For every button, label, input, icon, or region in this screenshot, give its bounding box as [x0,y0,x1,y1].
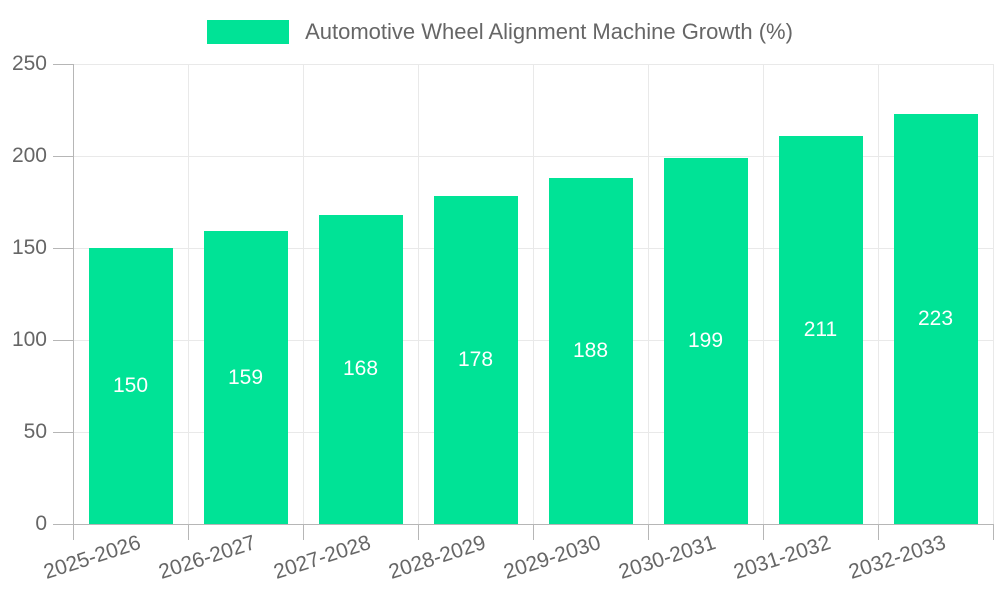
y-axis-tick-label: 250 [11,52,47,75]
bar-value-label: 211 [803,317,838,341]
bar-value-label: 199 [687,328,724,352]
y-axis-tick-label: 200 [11,144,47,167]
gridline-vertical [993,64,994,524]
bar[interactable]: 199 [663,157,748,524]
x-axis-tick [763,524,764,540]
x-axis-tick [418,524,419,540]
bar-value-label: 159 [227,365,264,389]
y-axis-tick [53,432,73,433]
x-axis-label: 2029-2030 [500,531,604,584]
y-axis-tick [53,248,73,249]
gridline-vertical [878,64,879,524]
y-axis-tick-label: 0 [35,512,47,535]
bar[interactable]: 168 [318,214,403,524]
gridline-vertical [418,64,419,524]
x-axis-tick [648,524,649,540]
gridline-vertical [188,64,189,524]
x-axis-label: 2030-2031 [615,531,719,584]
bar-value-label: 188 [572,339,609,363]
gridline-vertical [533,64,534,524]
y-axis-tick-label: 150 [11,236,47,259]
x-axis-tick [993,524,994,540]
y-axis-tick [53,156,73,157]
bar[interactable]: 150 [88,248,173,524]
x-axis-tick [303,524,304,540]
legend-marker-icon [207,20,290,44]
bar[interactable]: 211 [778,135,863,524]
x-axis-label: 2031-2032 [730,531,834,584]
bar[interactable]: 188 [548,178,633,524]
x-axis-label: 2026-2027 [155,531,259,584]
x-axis-tick [878,524,879,540]
plot-area: 150 159 168 178 188 199 211 223 [73,64,994,524]
bar[interactable]: 223 [893,113,978,524]
bar-value-label: 168 [342,357,379,381]
y-axis-tick-label: 100 [11,328,47,351]
gridline-vertical [648,64,649,524]
y-axis-tick [53,524,73,525]
bar-value-label: 223 [917,306,954,330]
x-axis-label: 2027-2028 [270,531,374,584]
x-axis-tick [188,524,189,540]
legend-label: Automotive Wheel Alignment Machine Growt… [305,19,793,44]
bar[interactable]: 159 [203,231,288,524]
chart-legend-item[interactable]: Automotive Wheel Alignment Machine Growt… [0,19,1000,45]
bar-value-label: 178 [457,348,494,372]
x-axis-tick [533,524,534,540]
y-axis-line [73,64,74,540]
y-axis-tick-label: 50 [23,420,47,443]
bar[interactable]: 178 [433,196,518,524]
gridline-vertical [303,64,304,524]
x-axis-label: 2032-2033 [845,531,949,584]
gridline-vertical [763,64,764,524]
x-axis-tick [73,524,74,540]
y-axis-tick [53,340,73,341]
x-axis-label: 2025-2026 [40,531,144,584]
y-axis-tick [53,64,73,65]
x-axis-label: 2028-2029 [385,531,489,584]
bar-value-label: 150 [112,374,149,397]
